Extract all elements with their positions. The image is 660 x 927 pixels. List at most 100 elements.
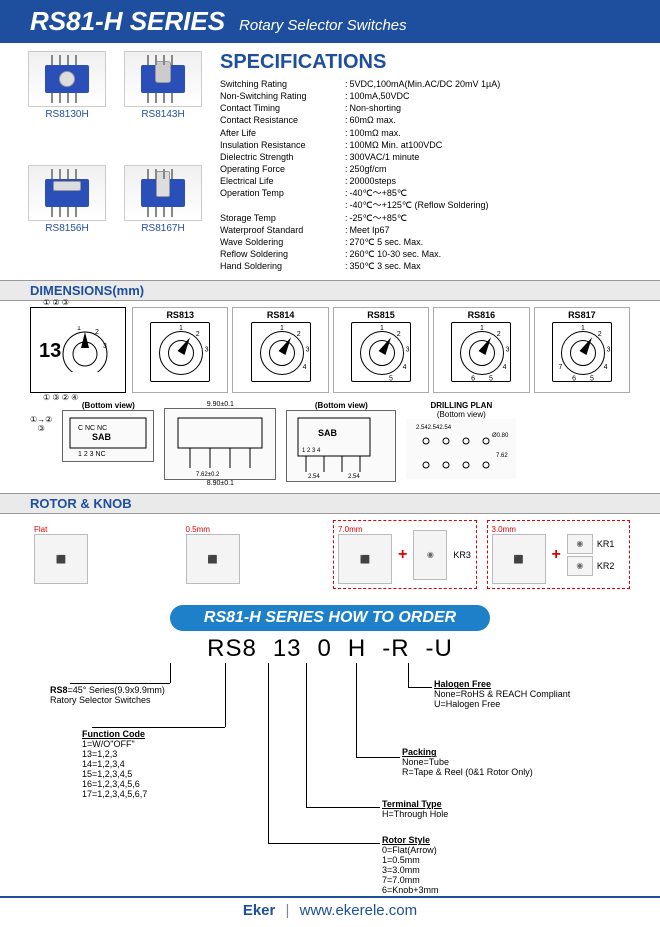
variant: RS81512345	[333, 307, 429, 393]
spec-label: Dielectric Strength	[220, 151, 345, 163]
kr3-label: KR3	[453, 550, 471, 560]
spec-value: Non-shorting	[345, 102, 401, 114]
kr1-label: KR1	[597, 539, 615, 549]
svg-text:1: 1	[77, 326, 81, 332]
footer-brand: Eker	[243, 902, 276, 919]
svg-text:7.62±0.2: 7.62±0.2	[196, 472, 220, 478]
svg-text:5: 5	[389, 376, 393, 383]
spec-value: -40℃～+125℃ (Reflow Soldering)	[345, 199, 489, 211]
code-rs8: RS8	[199, 635, 265, 663]
spec-value: 100mΩ max.	[345, 127, 401, 139]
rotor-05: 0.5mm ⬛	[182, 521, 324, 588]
plus-icon: +	[552, 546, 561, 564]
product: RS8156H	[28, 165, 106, 273]
svg-text:3: 3	[606, 347, 610, 354]
code-func: 13	[265, 635, 310, 663]
variant: RS8171234567	[534, 307, 630, 393]
spec-label: Operating Force	[220, 163, 345, 175]
spec-value: 5VDC,100mA(Min.AC/DC 20mV 1µA)	[345, 78, 500, 90]
rotor-3: 3.0mm ⬛ + ◉KR1 ◉KR2	[487, 520, 631, 589]
spec-value: 270℃ 5 sec. Max.	[345, 236, 423, 248]
series-subtitle: Rotary Selector Switches	[239, 17, 407, 34]
main-dimension-drawing: 13 123 ① ② ③ ① ③ ② ④	[30, 307, 126, 393]
svg-text:1: 1	[480, 325, 484, 332]
svg-text:1: 1	[280, 325, 284, 332]
variant: RS816123456	[433, 307, 529, 393]
svg-text:2: 2	[196, 331, 200, 338]
product-image	[28, 51, 106, 107]
product-image	[28, 165, 106, 221]
svg-text:7.62: 7.62	[496, 453, 508, 459]
seg-rs8: RS8=45° Series(9.9x9.9mm) Ratory Selecto…	[50, 685, 220, 705]
product-grid: RS8130H RS8143H RS8156H RS8167H	[28, 51, 202, 272]
variant-row: RS813123RS8141234RS81512345RS816123456RS…	[132, 307, 630, 393]
rotor-header: ROTOR & KNOB	[0, 493, 660, 514]
order-code: RS8130H-R-U	[50, 635, 610, 663]
rotor-flat: Flat ⬛	[30, 521, 172, 588]
spec-value: 60mΩ max.	[345, 114, 396, 126]
svg-text:3: 3	[506, 347, 510, 354]
spec-label: Storage Temp	[220, 212, 345, 224]
rotor-7: 7.0mm ⬛ + ◉ KR3	[333, 520, 477, 589]
svg-text:2: 2	[497, 331, 501, 338]
code-pack: -R	[374, 635, 417, 663]
product-image	[124, 165, 202, 221]
product-name: RS8156H	[45, 223, 88, 234]
product-name: RS8143H	[141, 109, 184, 120]
svg-text:3: 3	[305, 347, 309, 354]
spec-value: -40℃～+85℃	[345, 187, 407, 199]
svg-text:2: 2	[598, 331, 602, 338]
seg-term: Terminal Type H=Through Hole	[382, 799, 448, 819]
svg-text:2: 2	[397, 331, 401, 338]
code-term: H	[340, 635, 374, 663]
svg-text:1 2 3 4: 1 2 3 4	[302, 448, 321, 454]
svg-text:2.54: 2.54	[308, 474, 320, 480]
svg-text:1 2 3 NC: 1 2 3 NC	[78, 451, 106, 458]
product: RS8167H	[124, 165, 202, 273]
spec-label: Contact Resistance	[220, 114, 345, 126]
product-name: RS8130H	[45, 109, 88, 120]
svg-text:4: 4	[403, 364, 407, 371]
top-area: RS8130H RS8143H RS8156H RS8167H SPECIFIC…	[0, 43, 660, 280]
spec-value: 300VAC/1 minute	[345, 151, 419, 163]
svg-text:4: 4	[302, 364, 306, 371]
spec-block: SPECIFICATIONS Switching Rating5VDC,100m…	[220, 51, 632, 272]
spec-value: 260℃ 10-30 sec. Max.	[345, 248, 441, 260]
svg-text:1: 1	[581, 325, 585, 332]
order-title-wrap: RS81-H SERIES HOW TO ORDER	[0, 605, 660, 631]
pinout-small: ①→②③	[30, 401, 52, 435]
footer: Eker | www.ekerele.com	[0, 896, 660, 919]
variant: RS8141234	[232, 307, 328, 393]
spec-value: Meet Ip67	[345, 224, 390, 236]
seg-halo: Halogen Free None=RoHS & REACH Compliant…	[434, 679, 570, 709]
spec-label: Wave Soldering	[220, 236, 345, 248]
svg-text:2.542.542.54: 2.542.542.54	[416, 425, 452, 431]
spec-value: -25℃～+85℃	[345, 212, 407, 224]
svg-text:SAB: SAB	[92, 432, 112, 442]
footer-url: www.ekerele.com	[300, 902, 418, 919]
svg-text:3: 3	[406, 347, 410, 354]
seg-pack: Packing None=TubeR=Tape & Reel (0&1 Roto…	[402, 747, 533, 777]
spec-label: Electrical Life	[220, 175, 345, 187]
product-image	[124, 51, 202, 107]
order-title: RS81-H SERIES HOW TO ORDER	[170, 605, 490, 631]
order-tree: RS8=45° Series(9.9x9.9mm) Ratory Selecto…	[50, 663, 610, 893]
series-title: RS81-H SERIES	[30, 6, 225, 37]
svg-text:4: 4	[603, 364, 607, 371]
plus-icon: +	[398, 546, 407, 564]
spec-label: Hand Soldering	[220, 260, 345, 272]
svg-text:2: 2	[296, 331, 300, 338]
svg-text:5: 5	[590, 376, 594, 383]
spec-value: 100mA,50VDC	[345, 90, 410, 102]
order-area: RS8130H-R-U RS8=45° Series(9.9x9.9mm) Ra…	[0, 631, 660, 913]
spec-value: 250gf/cm	[345, 163, 387, 175]
svg-text:C NC NC: C NC NC	[78, 425, 107, 432]
product-name: RS8167H	[141, 223, 184, 234]
dimensions-header: DIMENSIONS(mm)	[0, 280, 660, 301]
spec-label: Reflow Soldering	[220, 248, 345, 260]
code-rotor: 0	[310, 635, 340, 663]
spec-label: Non-Switching Rating	[220, 90, 345, 102]
svg-text:2.54: 2.54	[348, 474, 360, 480]
svg-text:3: 3	[103, 343, 107, 350]
svg-text:6: 6	[472, 376, 476, 383]
